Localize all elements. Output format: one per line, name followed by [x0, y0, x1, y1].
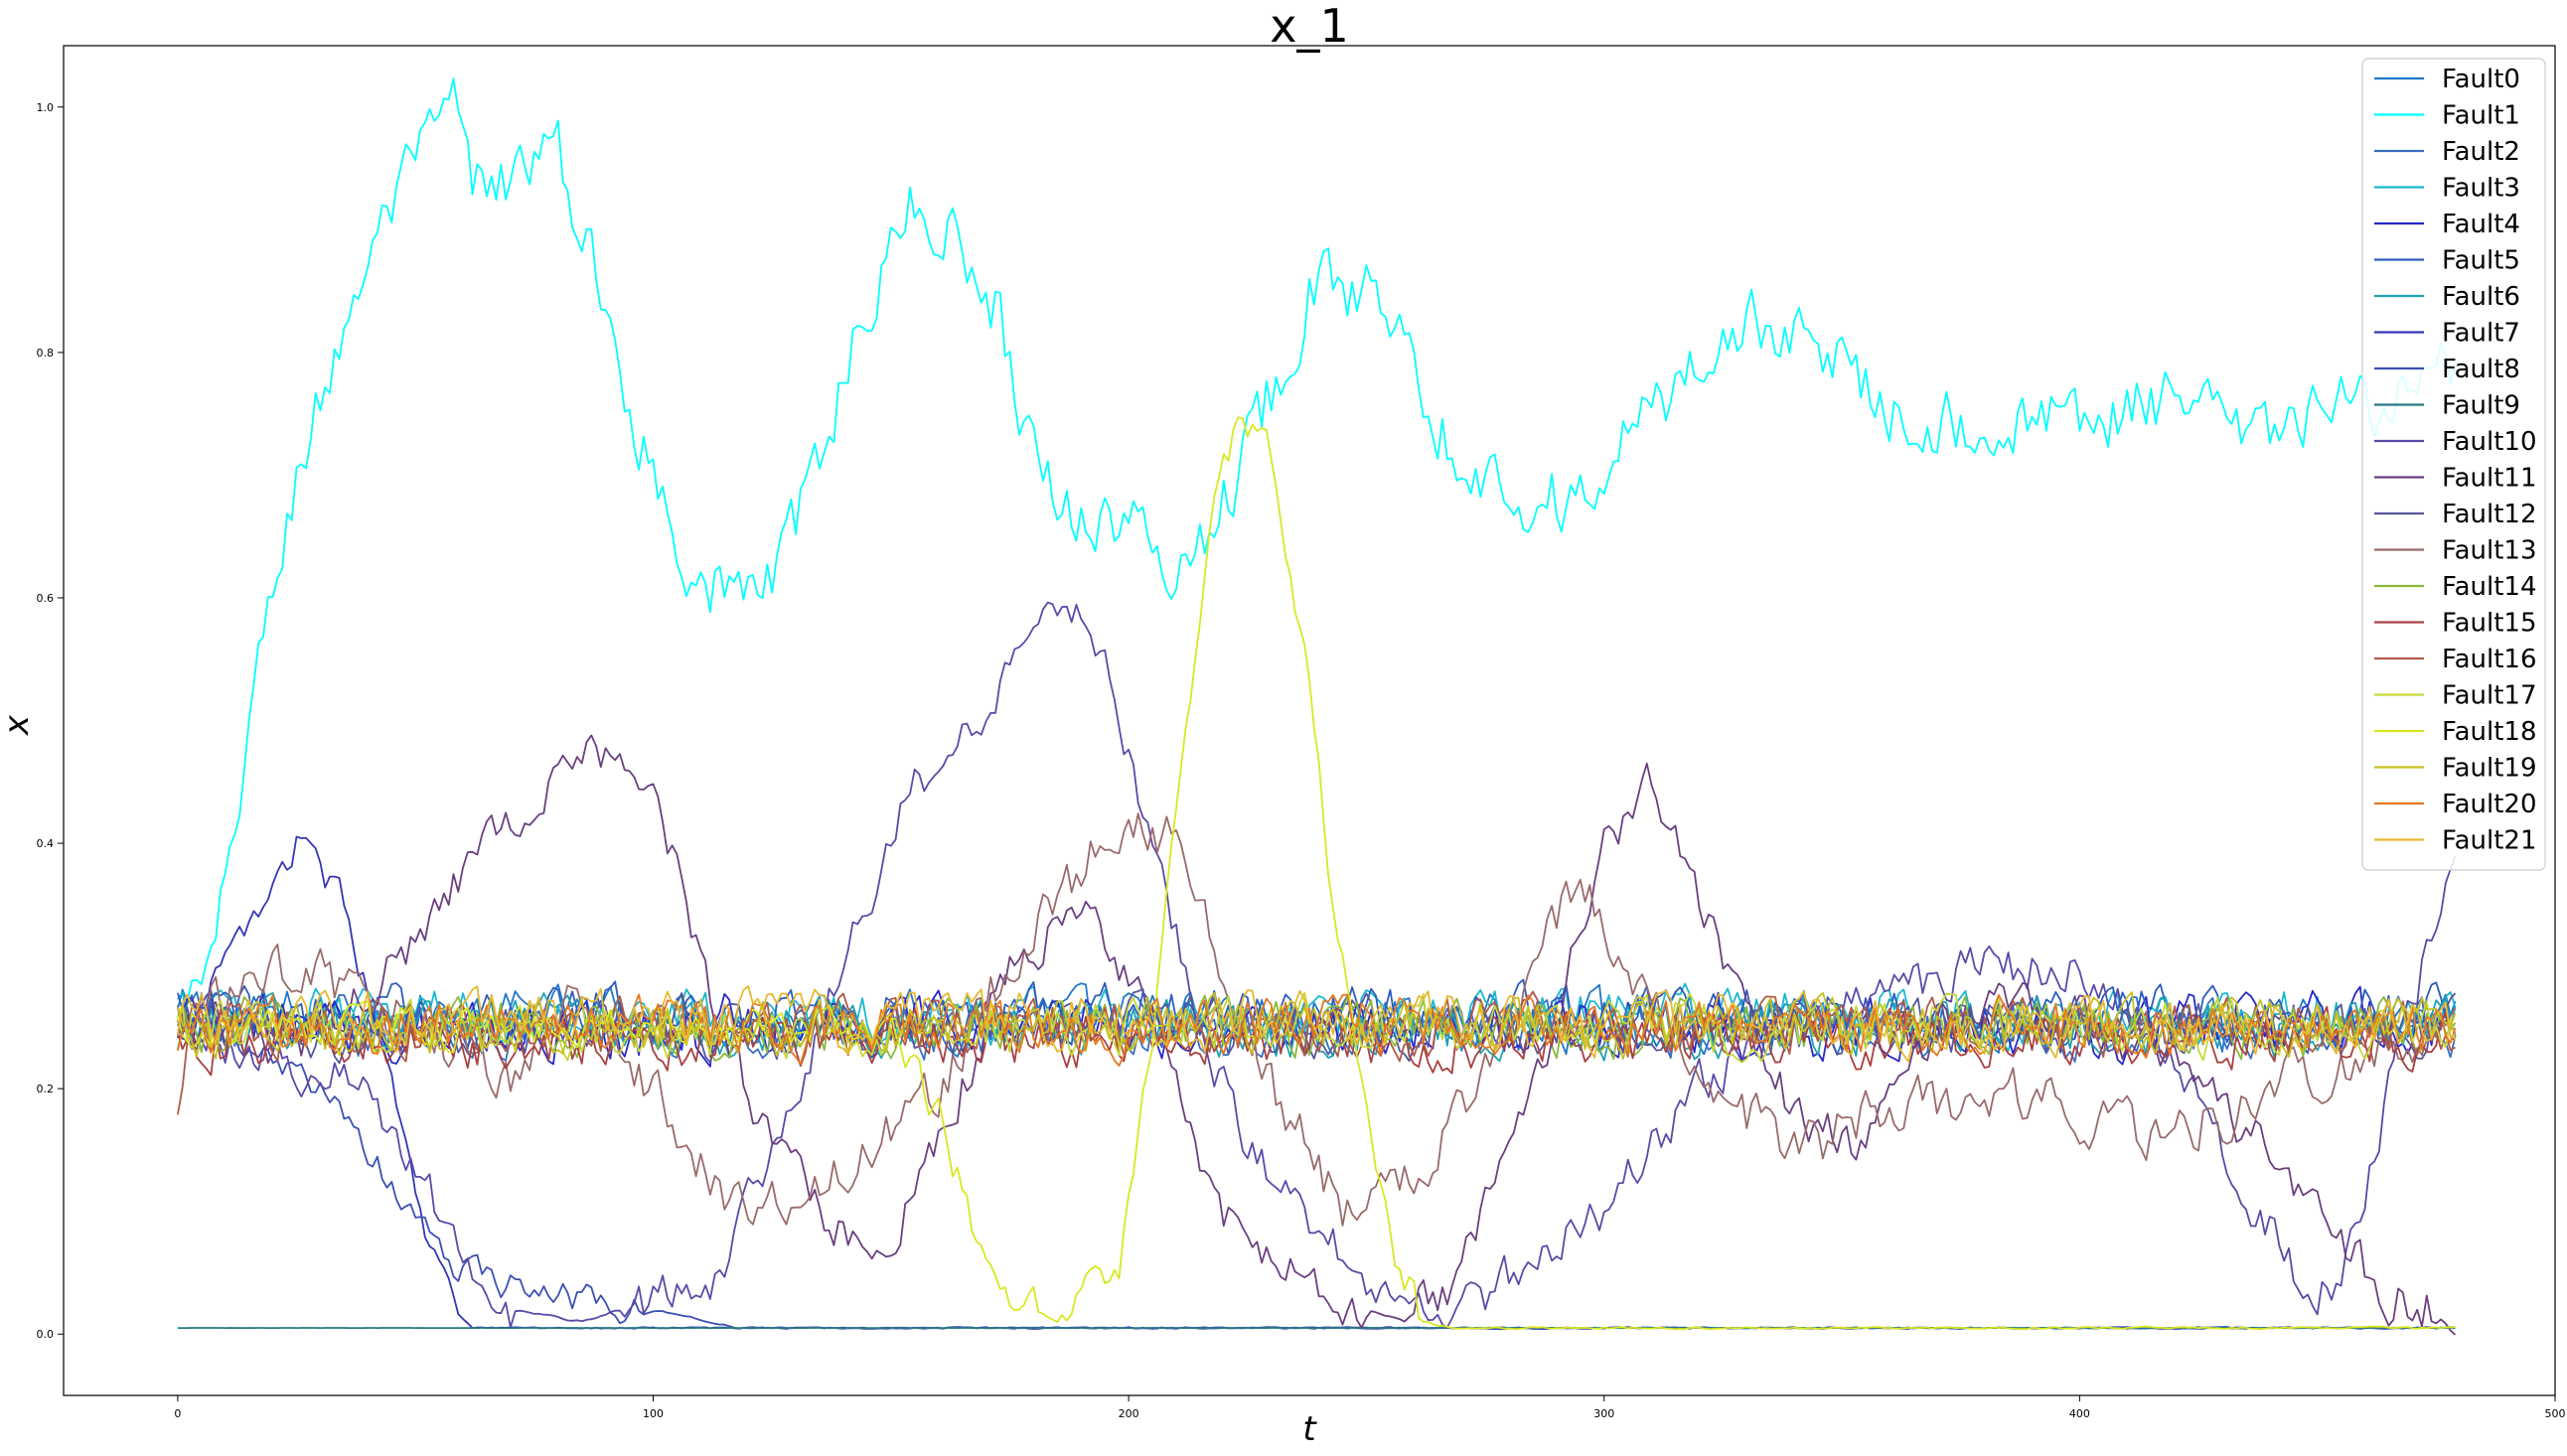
- legend-label-fault3: Fault3: [2442, 174, 2520, 204]
- legend-label-fault20: Fault20: [2442, 790, 2536, 819]
- legend-label-fault11: Fault11: [2442, 464, 2536, 494]
- legend-label-fault0: Fault0: [2442, 65, 2520, 94]
- y-tick-label: 0.4: [37, 837, 55, 850]
- x-tick-label: 300: [1593, 1407, 1614, 1420]
- legend-label-fault13: Fault13: [2442, 536, 2536, 566]
- y-axis-label: x: [0, 714, 37, 736]
- legend-label-fault14: Fault14: [2442, 572, 2536, 602]
- legend-label-fault5: Fault5: [2442, 246, 2520, 276]
- legend-label-fault10: Fault10: [2442, 427, 2536, 457]
- y-tick-label: 0.8: [37, 347, 55, 360]
- legend-label-fault18: Fault18: [2442, 717, 2536, 747]
- y-tick-label: 0.2: [37, 1083, 55, 1095]
- legend-label-fault12: Fault12: [2442, 500, 2536, 529]
- legend-label-fault8: Fault8: [2442, 355, 2520, 384]
- legend-label-fault16: Fault16: [2442, 645, 2536, 674]
- legend-label-fault21: Fault21: [2442, 826, 2536, 856]
- x-axis-label: t: [1302, 1409, 1317, 1449]
- x-tick-label: 500: [2545, 1407, 2566, 1420]
- legend-label-fault9: Fault9: [2442, 391, 2520, 421]
- legend-label-fault6: Fault6: [2442, 282, 2520, 312]
- legend-label-fault4: Fault4: [2442, 210, 2520, 239]
- legend-label-fault15: Fault15: [2442, 609, 2536, 639]
- x-tick-label: 200: [1119, 1407, 1139, 1420]
- chart-title: x_1: [1270, 0, 1349, 53]
- x-tick-label: 400: [2069, 1407, 2090, 1420]
- legend-label-fault19: Fault19: [2442, 754, 2536, 784]
- x-tick-label: 100: [643, 1407, 664, 1420]
- legend-label-fault17: Fault17: [2442, 681, 2536, 711]
- legend-label-fault7: Fault7: [2442, 319, 2520, 349]
- legend-label-fault2: Fault2: [2442, 137, 2520, 167]
- x-tick-label: 0: [174, 1407, 181, 1420]
- y-tick-label: 1.0: [37, 101, 55, 114]
- legend-label-fault1: Fault1: [2442, 101, 2520, 131]
- y-tick-label: 0.6: [37, 592, 55, 605]
- y-tick-label: 0.0: [37, 1328, 55, 1341]
- legend: Fault0 Fault1 Fault2 Fault3 Fault4 Fault5 Faul…: [2362, 59, 2545, 870]
